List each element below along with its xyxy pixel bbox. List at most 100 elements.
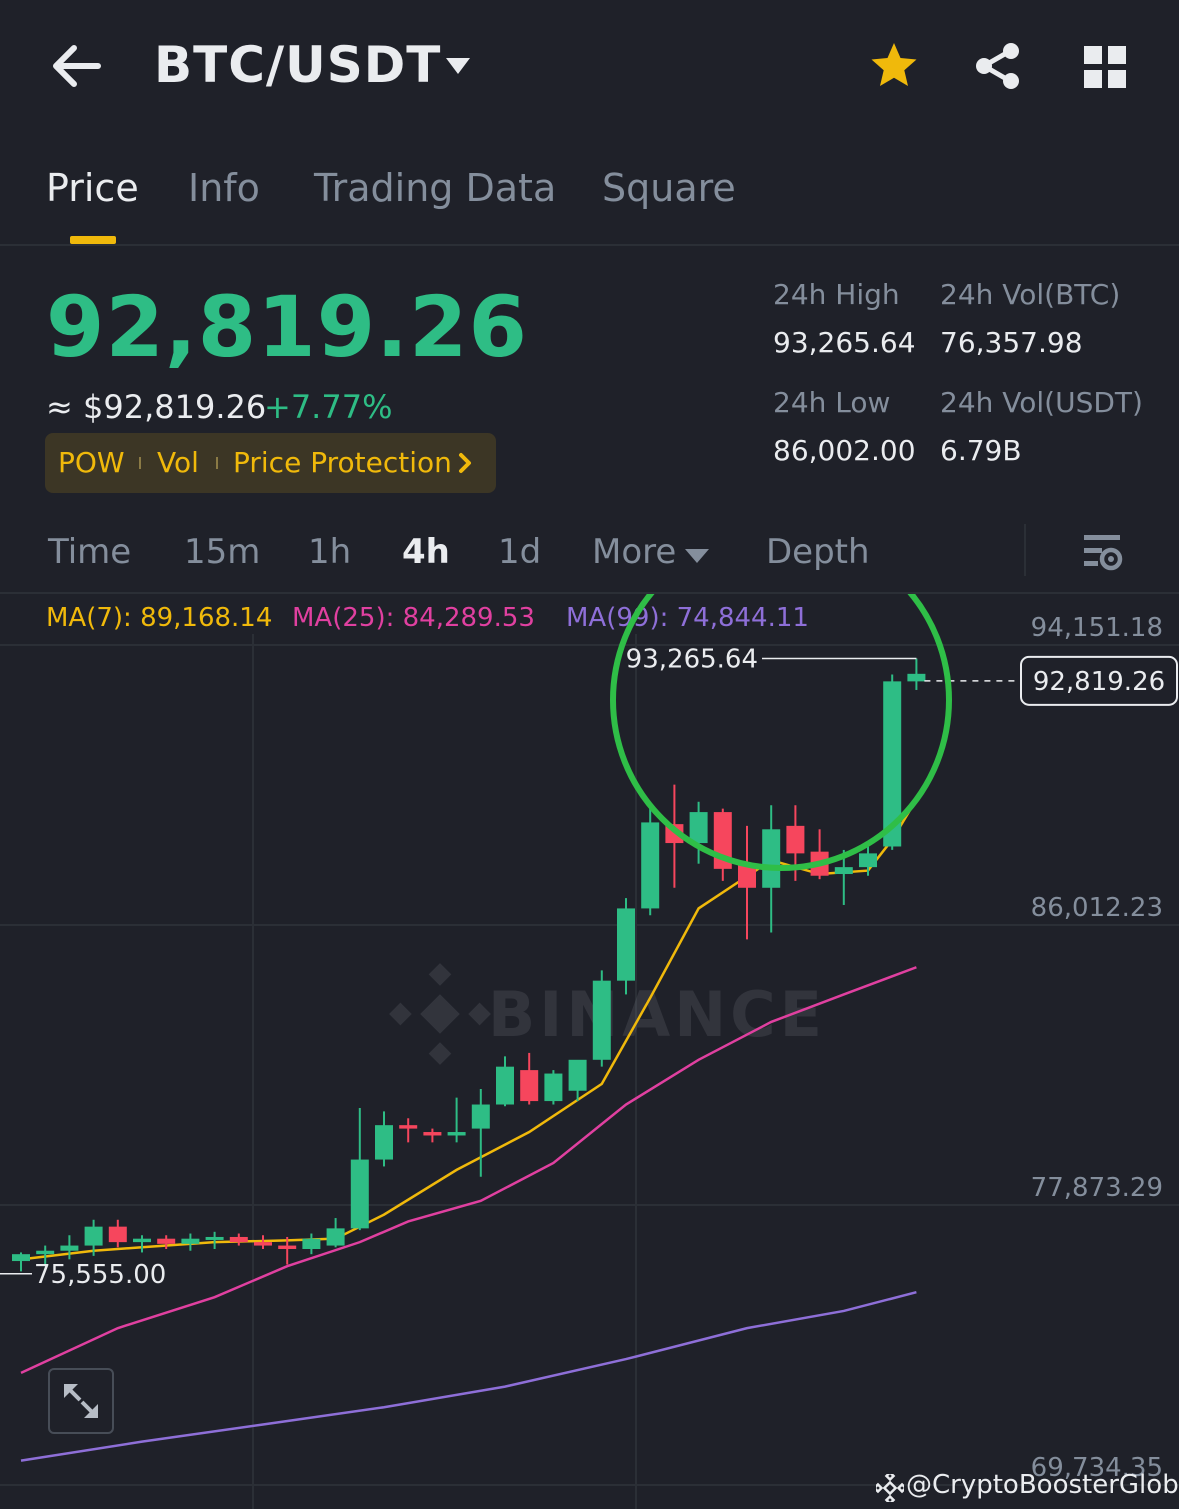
candle (447, 1097, 466, 1143)
candle-body (689, 812, 708, 844)
stat-24h-low-label: 24h Low (773, 386, 891, 419)
candle-body (229, 1236, 248, 1243)
candle-body (254, 1242, 272, 1246)
candle (12, 1252, 30, 1272)
tag-vol[interactable]: Vol (157, 446, 199, 479)
top-bar: BTC/USDT (0, 0, 1179, 135)
stat-24h-low-value: 86,002.00 (773, 434, 916, 467)
tag-separator (139, 457, 141, 469)
pair-title[interactable]: BTC/USDT (154, 36, 442, 94)
stat-24h-high-value: 93,265.64 (773, 326, 916, 359)
candle (326, 1218, 345, 1248)
last-price: 92,819.26 (46, 278, 528, 376)
tab-square[interactable]: Square (602, 166, 736, 210)
candle-body (447, 1132, 466, 1136)
candle (60, 1235, 79, 1260)
candle (84, 1219, 103, 1256)
chevron-right-icon[interactable] (458, 452, 472, 474)
candle (375, 1111, 393, 1167)
candle-body (350, 1159, 369, 1229)
interval-4h[interactable]: 4h (402, 532, 450, 572)
candle-body (423, 1132, 442, 1136)
candle (834, 849, 853, 905)
ma25-line (20, 966, 917, 1374)
stat-24h-high-label: 24h High (773, 278, 900, 311)
candle-body (907, 673, 926, 682)
candle-body (375, 1125, 393, 1160)
candle (689, 801, 708, 864)
interval-time[interactable]: Time (48, 532, 132, 572)
candle-body (859, 853, 877, 868)
interval-bar: Time 15m 1h 4h 1d More Depth (0, 520, 1179, 594)
grid-icon[interactable] (1082, 44, 1128, 90)
caret-down-icon[interactable] (444, 56, 472, 76)
candle (399, 1118, 418, 1143)
candle (181, 1233, 200, 1251)
candle (350, 1107, 369, 1231)
star-icon[interactable] (868, 40, 920, 92)
candle (592, 970, 611, 1067)
svg-text:BINANCE: BINANCE (488, 978, 826, 1051)
binance-logo-icon (876, 1474, 904, 1502)
candle-body (302, 1238, 321, 1250)
more-caret-down-icon[interactable] (684, 548, 710, 564)
tab-price[interactable]: Price (46, 166, 139, 210)
ma-lines (20, 798, 918, 1462)
tag-bar[interactable]: POW Vol Price Protection (45, 433, 496, 493)
candle (713, 808, 732, 881)
y-tick-label: 94,151.18 (1031, 613, 1163, 643)
candle-body (108, 1226, 127, 1243)
candle (617, 898, 635, 995)
price-change-percent: +7.77% (264, 388, 393, 426)
candle-body (568, 1059, 587, 1091)
candle (738, 825, 756, 940)
interval-15m[interactable]: 15m (184, 532, 261, 572)
fullscreen-button[interactable] (48, 1368, 114, 1434)
candle (810, 829, 829, 880)
candle-body (133, 1238, 151, 1243)
candle (36, 1245, 55, 1267)
y-tick-label: 86,012.23 (1031, 893, 1163, 923)
tab-trading-data[interactable]: Trading Data (314, 166, 557, 210)
chart-settings-icon[interactable] (1080, 530, 1124, 574)
interval-more[interactable]: More (592, 532, 677, 572)
candle (302, 1233, 321, 1255)
candle-body (326, 1228, 345, 1246)
stat-24h-vol-usdt-label: 24h Vol(USDT) (940, 386, 1143, 419)
share-icon[interactable] (972, 40, 1024, 92)
candle-body (786, 825, 805, 854)
candle-body (205, 1236, 224, 1240)
y-axis-ticks: 94,151.18 86,012.23 77,873.29 69,734.35 (1031, 613, 1163, 1483)
tab-info[interactable]: Info (188, 166, 260, 210)
price-markers: 93,265.64 75,555.00 92,819.26 (0, 644, 1178, 1290)
interval-1h[interactable]: 1h (308, 532, 352, 572)
candle-body (84, 1226, 103, 1246)
tag-pow[interactable]: POW (58, 446, 125, 479)
tag-price-protection[interactable]: Price Protection (233, 446, 452, 479)
candle (471, 1089, 490, 1177)
interval-depth[interactable]: Depth (766, 532, 870, 572)
candle (907, 658, 926, 690)
watermark-handle: @CryptoBoosterGlobal (906, 1470, 1179, 1500)
back-arrow-icon[interactable] (48, 40, 104, 92)
ma7-legend: MA(7): 89,168.14 (46, 603, 273, 633)
interval-1d[interactable]: 1d (498, 532, 542, 572)
candle-body (520, 1070, 539, 1102)
low-marker-label: 75,555.00 (34, 1260, 166, 1290)
ma99-line (20, 1291, 917, 1462)
y-tick-label: 77,873.29 (1031, 1173, 1163, 1203)
candle (157, 1235, 176, 1250)
candle-body (60, 1245, 79, 1251)
candle (496, 1056, 514, 1107)
candle (205, 1231, 224, 1250)
tab-bar: Price Info Trading Data Square (0, 150, 1179, 246)
candle-body (762, 829, 781, 888)
candle-body (592, 980, 611, 1060)
candle-body (496, 1066, 514, 1105)
high-marker-label: 93,265.64 (626, 644, 758, 674)
tag-separator (216, 457, 218, 469)
candlestick-chart[interactable]: BINANCE 94,151.18 86,012.23 77,873.29 69,73… (0, 594, 1179, 1509)
candle-body (834, 867, 853, 875)
candle (278, 1236, 297, 1265)
candle (883, 674, 902, 850)
